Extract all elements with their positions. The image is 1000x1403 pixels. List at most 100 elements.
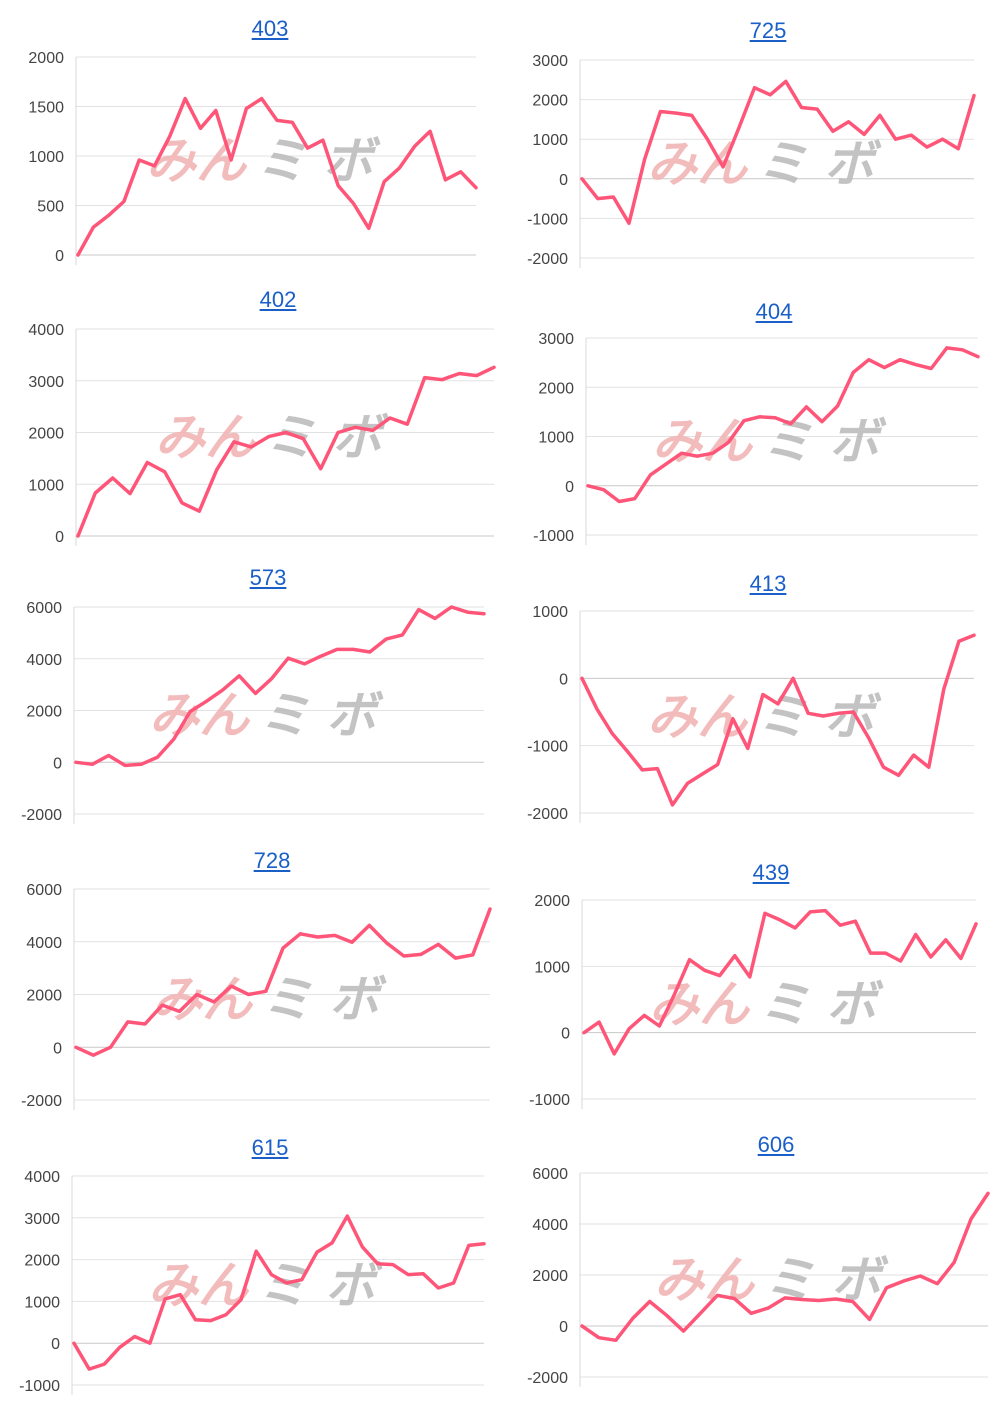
chart-title-link[interactable]: 439 (752, 860, 790, 885)
y-tick-label: 3000 (24, 1211, 60, 1228)
y-tick-label: 0 (55, 529, 64, 546)
watermark-logo-pink: みん (146, 132, 248, 190)
y-tick-label: -2000 (21, 807, 62, 824)
y-tick-label: 3000 (28, 374, 64, 391)
line-chart: 6000400020000-2000みんミ ボ (527, 1166, 990, 1387)
y-tick-label: -1000 (527, 739, 568, 756)
y-tick-label: 0 (51, 1336, 60, 1353)
y-tick-label: -2000 (21, 1093, 62, 1110)
watermark-logo-gray: ミ ボ (258, 1257, 383, 1315)
chart-panel-404: 404 3000 2000 1000 0 -1000 みんミ ボ (500, 275, 1000, 550)
line-chart: 3000200010000-1000みんミ ボ (533, 331, 980, 545)
y-tick-label: 1000 (28, 149, 64, 166)
y-tick-label: -2000 (527, 251, 568, 268)
y-tick-label: 2000 (532, 93, 568, 110)
chart-title-link[interactable]: 615 (251, 1135, 289, 1160)
chart-panel-573: 573 6000 4000 2000 0 -2000 みんミ ボ (0, 550, 500, 830)
line-chart: 2000 1000 0 -1000 みんミ ボ (529, 893, 978, 1109)
y-tick-label: 1000 (532, 132, 568, 149)
y-tick-label: 6000 (26, 882, 62, 899)
data-series-line (76, 96, 478, 257)
y-tick-label: 1000 (532, 604, 568, 621)
chart-panel-725: 725 3000 2000 1000 0 -1000 -2000 みんミ ボ (500, 0, 1000, 275)
y-tick-label: 4000 (28, 322, 64, 339)
y-tick-label: 2000 (28, 50, 64, 67)
chart-title-link[interactable]: 728 (253, 848, 291, 873)
y-tick-label: 2000 (26, 988, 62, 1005)
y-tick-label: -1000 (19, 1378, 60, 1395)
chart-panel-413: 413 1000 0 -1000 -2000 みんミ ボ (500, 550, 1000, 830)
y-tick-label: 0 (559, 1319, 568, 1336)
data-series-line (74, 907, 492, 1057)
line-chart: 2000150010005000みんミ ボ (28, 50, 478, 265)
watermark-logo-pink: みん (647, 688, 749, 746)
y-tick-label: 0 (565, 479, 574, 496)
y-tick-label: 3000 (538, 331, 574, 348)
chart-panel-402: 402 4000 3000 2000 1000 0 みんミ ボ (0, 275, 500, 550)
line-chart: 4000 3000 2000 1000 0 -1000 みんミ ボ (19, 1169, 486, 1395)
y-tick-label: 0 (53, 755, 62, 772)
y-tick-label: 0 (559, 172, 568, 189)
y-tick-label: 1500 (28, 100, 64, 117)
y-tick-label: -1000 (529, 1092, 570, 1109)
y-tick-label: 4000 (26, 935, 62, 952)
chart-title-link[interactable]: 404 (755, 299, 793, 324)
chart-panel-615: 615 4000 3000 2000 1000 0 -1000 みんミ ボ (0, 1115, 500, 1403)
y-tick-label: 2000 (24, 1253, 60, 1270)
y-tick-label: 1000 (28, 477, 64, 494)
chart-panel-728: 728 6000 4000 2000 0 -2000 みんミ ボ (0, 830, 500, 1115)
watermark-logo-gray: ミ ボ (757, 135, 882, 193)
data-series-line (580, 633, 976, 807)
chart-panel-606: 606 6000 4000 2000 0 -2000 みんミ ボ (500, 1115, 1000, 1403)
data-series-line (582, 908, 978, 1056)
y-tick-label: 1000 (534, 959, 570, 976)
line-chart: 6000 4000 2000 0 -2000 みんミ ボ (21, 882, 492, 1110)
data-series-line (72, 1214, 486, 1371)
y-tick-label: 0 (561, 1026, 570, 1043)
data-series-line (76, 365, 496, 538)
chart-panel-439: 439 2000 1000 0 -1000 みんミ ボ (500, 830, 1000, 1115)
y-tick-label: 0 (53, 1040, 62, 1057)
chart-title-link[interactable]: 573 (249, 565, 287, 590)
y-tick-label: 2000 (26, 704, 62, 721)
y-tick-label: 6000 (532, 1166, 568, 1183)
y-tick-label: -2000 (527, 806, 568, 823)
y-tick-label: 6000 (26, 600, 62, 617)
y-tick-label: -1000 (533, 528, 574, 545)
watermark-logo-gray: ミ ボ (759, 976, 884, 1034)
line-chart: 3000200010000-1000-2000みんミ ボ (527, 53, 976, 268)
y-tick-label: 2000 (538, 380, 574, 397)
data-series-line (586, 346, 980, 504)
y-tick-label: 4000 (532, 1217, 568, 1234)
data-series-line (74, 605, 486, 768)
data-series-line (580, 1191, 990, 1343)
y-tick-label: -2000 (527, 1370, 568, 1387)
y-tick-label: 4000 (26, 652, 62, 669)
y-tick-label: 3000 (532, 53, 568, 70)
chart-title-link[interactable]: 725 (749, 18, 787, 43)
y-tick-label: -1000 (527, 211, 568, 228)
chart-title-link[interactable]: 413 (749, 571, 787, 596)
line-chart: 6000 4000 2000 0 -2000 みんミ ボ (21, 600, 486, 824)
y-tick-label: 2000 (534, 893, 570, 910)
watermark-logo-gray: ミ ボ (262, 971, 387, 1029)
chart-title-link[interactable]: 402 (259, 287, 297, 312)
y-tick-label: 1000 (538, 430, 574, 447)
watermark-logo-pink: みん (149, 687, 251, 745)
y-tick-label: 0 (55, 248, 64, 265)
watermark-logo-pink: みん (148, 1257, 250, 1315)
watermark-logo-pink: みん (654, 1251, 756, 1309)
data-series-line (580, 79, 976, 225)
chart-title-link[interactable]: 403 (251, 16, 289, 41)
chart-title-link[interactable]: 606 (757, 1132, 795, 1157)
watermark-logo-pink: みん (155, 409, 257, 467)
y-tick-label: 2000 (532, 1268, 568, 1285)
y-tick-label: 4000 (24, 1169, 60, 1186)
watermark-logo-gray: ミ ボ (259, 687, 384, 745)
y-tick-label: 1000 (24, 1294, 60, 1311)
line-chart: 40003000200010000みんミ ボ (28, 322, 496, 546)
y-tick-label: 0 (559, 671, 568, 688)
watermark-logo-pink: みん (152, 971, 254, 1029)
y-tick-label: 500 (37, 199, 64, 216)
watermark-logo-pink: みん (649, 976, 751, 1034)
